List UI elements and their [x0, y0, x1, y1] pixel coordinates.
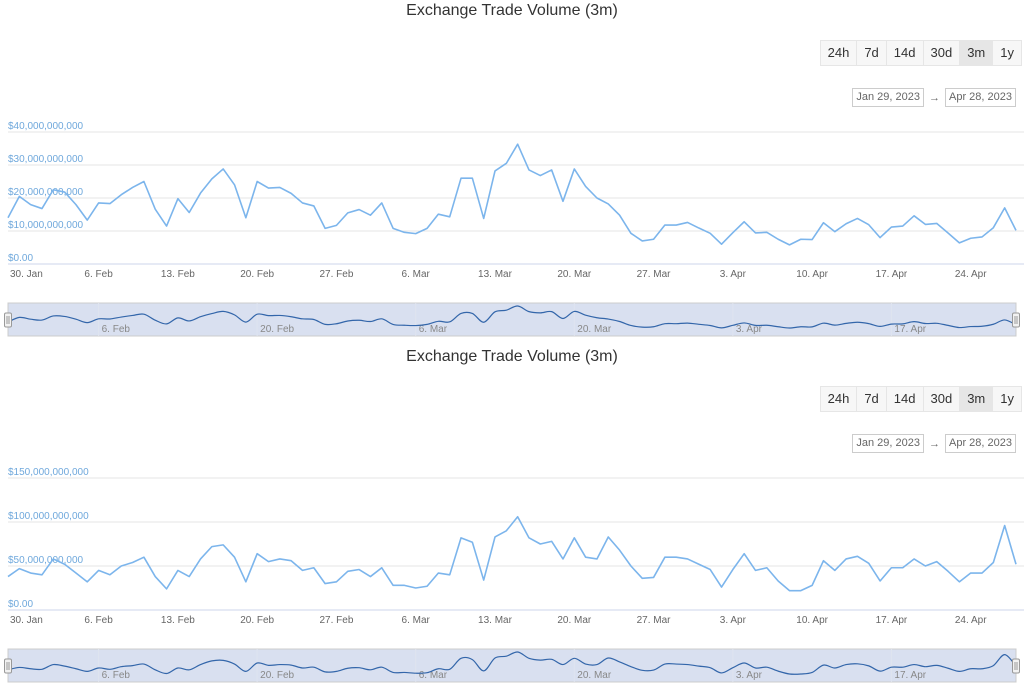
x-tick-label: 3. Apr — [720, 269, 747, 280]
x-tick-label: 30. Jan — [10, 615, 43, 626]
navigator-handle-body[interactable] — [1012, 658, 1020, 674]
x-tick-label: 20. Mar — [557, 269, 592, 280]
navigator-tick-label: 20. Mar — [577, 670, 612, 681]
series-line — [7, 143, 1017, 246]
range-button-7d[interactable]: 7d — [856, 40, 887, 66]
x-tick-label: 24. Apr — [955, 615, 987, 626]
y-tick-label: $100,000,000,000 — [8, 511, 89, 522]
navigator-tick-label: 20. Mar — [577, 324, 612, 335]
navigator-mask — [7, 302, 1017, 337]
y-tick-label: $0.00 — [8, 253, 33, 264]
date-to-input[interactable]: Apr 28, 2023 — [945, 88, 1016, 107]
y-tick-label: $10,000,000,000 — [8, 220, 84, 231]
x-tick-label: 13. Mar — [478, 615, 513, 626]
range-button-14d[interactable]: 14d — [885, 386, 924, 412]
x-tick-label: 20. Mar — [557, 615, 592, 626]
y-tick-label: $40,000,000,000 — [8, 121, 84, 132]
x-tick-label: 17. Apr — [876, 615, 908, 626]
x-tick-label: 30. Jan — [10, 269, 43, 280]
x-tick-label: 13. Mar — [478, 269, 513, 280]
x-tick-label: 6. Mar — [402, 615, 431, 626]
chart-svg-2: $0.00 $50,000,000,000 $100,000,000,000 $150… — [4, 467, 1024, 683]
chart-panel-1: $0.00 $10,000,000,000 $20,000,000,000 $30,0… — [0, 0, 1024, 345]
x-tick-label: 6. Feb — [84, 615, 113, 626]
range-button-3m[interactable]: 3m — [959, 40, 994, 66]
chart-svg-1: $0.00 $10,000,000,000 $20,000,000,000 $30,0… — [4, 121, 1024, 337]
chart-title: Exchange Trade Volume (3m) — [406, 2, 618, 19]
y-tick-label: $50,000,000,000 — [8, 555, 84, 566]
navigator-handle-left[interactable] — [4, 658, 12, 674]
range-button-30d[interactable]: 30d — [922, 40, 961, 66]
range-button-30d[interactable]: 30d — [922, 386, 961, 412]
y-tick-label: $20,000,000,000 — [8, 187, 84, 198]
navigator-tick-label: 6. Mar — [419, 670, 448, 681]
navigator-tick-label: 3. Apr — [736, 324, 763, 335]
navigator-tick-label: 20. Feb — [260, 670, 294, 681]
navigator-handle-right[interactable] — [1012, 312, 1020, 328]
navigator-tick-label: 6. Mar — [419, 324, 448, 335]
range-selector: 24h 7d 14d 30d 3m 1y — [819, 40, 1022, 66]
x-tick-label: 27. Mar — [637, 615, 672, 626]
chart-title: Exchange Trade Volume (3m) — [406, 348, 618, 365]
x-tick-label: 24. Apr — [955, 269, 987, 280]
x-tick-label: 20. Feb — [240, 615, 274, 626]
date-range-inputs: Jan 29, 2023 → Apr 28, 2023 — [852, 434, 1016, 453]
date-from-input[interactable]: Jan 29, 2023 — [852, 434, 924, 453]
x-tick-label: 13. Feb — [161, 269, 195, 280]
navigator-handle-body[interactable] — [4, 658, 12, 674]
y-tick-label: $0.00 — [8, 599, 33, 610]
y-tick-label: $150,000,000,000 — [8, 467, 89, 478]
x-tick-label: 27. Feb — [319, 269, 353, 280]
navigator-tick-label: 3. Apr — [736, 670, 763, 681]
x-tick-label: 27. Feb — [319, 615, 353, 626]
navigator-handle-right[interactable] — [1012, 658, 1020, 674]
navigator-tick-label: 20. Feb — [260, 324, 294, 335]
y-tick-label: $30,000,000,000 — [8, 154, 84, 165]
date-from-input[interactable]: Jan 29, 2023 — [852, 88, 924, 107]
date-range-inputs: Jan 29, 2023 → Apr 28, 2023 — [852, 88, 1016, 107]
range-button-24h[interactable]: 24h — [819, 386, 858, 412]
navigator-tick-label: 17. Apr — [894, 324, 926, 335]
series-line — [7, 515, 1017, 592]
range-button-7d[interactable]: 7d — [856, 386, 887, 412]
range-button-3m[interactable]: 3m — [959, 386, 994, 412]
navigator-handle-body[interactable] — [1012, 312, 1020, 328]
range-button-1y[interactable]: 1y — [992, 386, 1022, 412]
x-tick-label: 6. Mar — [402, 269, 431, 280]
navigator-tick-label: 17. Apr — [894, 670, 926, 681]
navigator-series — [7, 305, 1017, 329]
date-arrow: → — [929, 91, 940, 104]
range-button-1y[interactable]: 1y — [992, 40, 1022, 66]
navigator-series — [7, 651, 1017, 675]
navigator-tick-label: 6. Feb — [102, 670, 131, 681]
range-button-24h[interactable]: 24h — [819, 40, 858, 66]
x-tick-label: 20. Feb — [240, 269, 274, 280]
navigator-handle-body[interactable] — [4, 312, 12, 328]
x-tick-label: 13. Feb — [161, 615, 195, 626]
date-arrow: → — [929, 437, 940, 450]
x-tick-label: 10. Apr — [796, 615, 828, 626]
x-tick-label: 10. Apr — [796, 269, 828, 280]
chart-panel-2: $0.00 $50,000,000,000 $100,000,000,000 $150… — [0, 346, 1024, 691]
x-tick-label: 6. Feb — [84, 269, 113, 280]
navigator-handle-left[interactable] — [4, 312, 12, 328]
x-tick-label: 3. Apr — [720, 615, 747, 626]
x-tick-label: 17. Apr — [876, 269, 908, 280]
range-selector: 24h 7d 14d 30d 3m 1y — [819, 386, 1022, 412]
range-button-14d[interactable]: 14d — [885, 40, 924, 66]
date-to-input[interactable]: Apr 28, 2023 — [945, 434, 1016, 453]
navigator-tick-label: 6. Feb — [102, 324, 131, 335]
x-tick-label: 27. Mar — [637, 269, 672, 280]
